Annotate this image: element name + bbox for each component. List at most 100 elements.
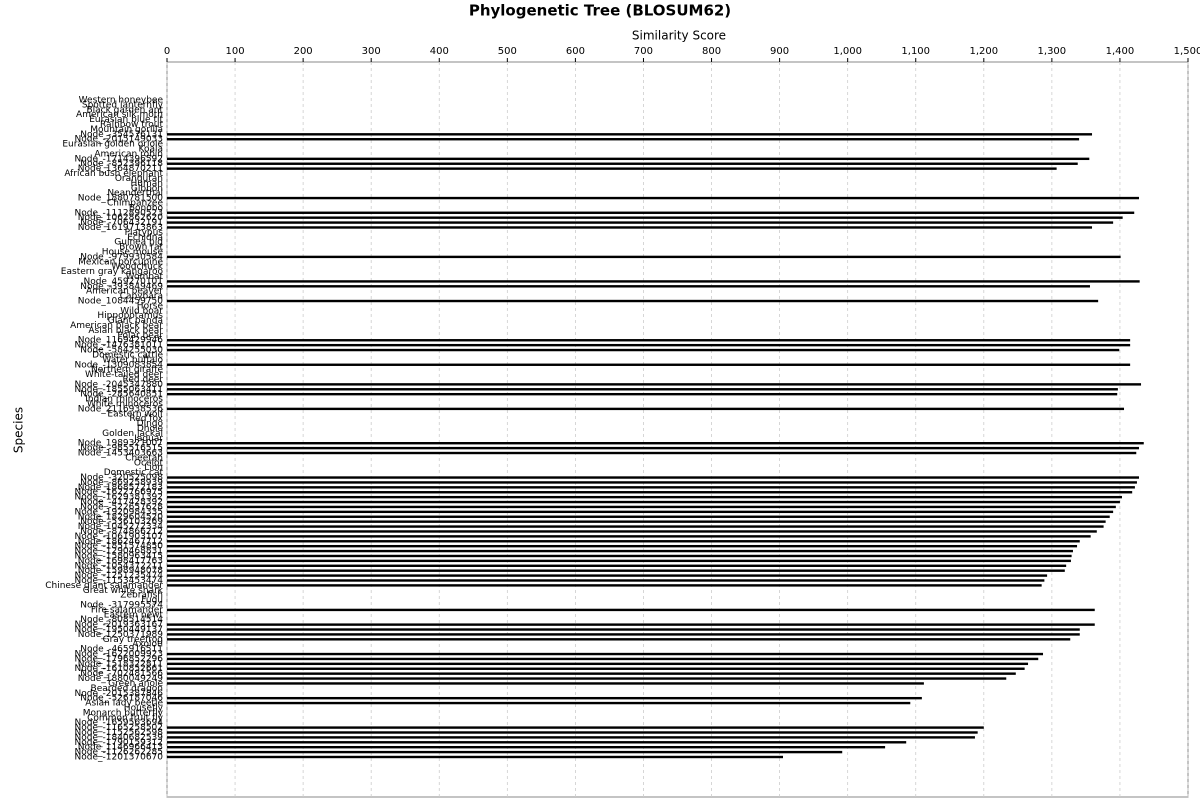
y-tick-label: Node_-2015149033 [75,135,164,145]
bar [167,701,911,705]
y-tick-label: Node_-706432191 [80,218,163,228]
y-tick-label: Node_1619713863 [78,223,163,233]
bar [167,520,1106,523]
bar [167,677,1007,680]
y-tick-label: Node_-1309083854 [75,360,164,370]
y-tick-label: Node_1698417763 [78,556,163,566]
y-tick-label: Node_-317995574 [80,601,163,611]
y-tick-label: Node_-1126262285 [75,748,164,758]
y-tick-label: Great white shark [83,586,164,596]
y-tick-label: African bush elephant [64,169,163,179]
bar [167,579,1045,582]
y-tick-label: Node_1598948078 [78,566,164,576]
y-tick-label: Horse [137,301,164,311]
y-tick-label: Node_1062862620 [78,213,164,223]
y-tick-label: Lion [144,463,163,473]
y-tick-label: Node_-1659563694 [75,718,164,728]
bar [167,167,1057,170]
bar [167,608,1095,612]
x-tick-label: 0 [164,46,170,57]
y-tick-label: Brown rat [119,243,163,253]
y-tick-label: Giant panda [108,316,163,326]
bar [167,343,1131,347]
bar [167,216,1123,219]
y-tick-label: Domestic cattle [92,350,163,360]
y-tick-label: Node_1146966413 [78,743,163,753]
bar [167,535,1091,538]
y-tick-label: Node_-869258939 [80,478,163,488]
bar [167,741,907,744]
y-tick-label: Indian rhinoceros [85,395,163,405]
y-tick-label: Node_1084459750 [78,297,164,307]
y-tick-label: Node_1169429946 [78,336,164,346]
bar [167,657,1039,661]
bar [167,554,1072,558]
x-tick-label: 1,200 [969,46,998,57]
y-tick-label: Node_-285640851 [80,390,163,400]
y-tick-label: Bearded dragon [91,684,163,694]
bar [167,388,1118,391]
bar [167,667,1025,670]
bar [167,633,1080,636]
y-tick-label: Node_-1840682539 [75,733,164,743]
y-tick-label: Asian lady beetle [85,699,163,709]
bar [167,736,975,739]
y-tick-label: Red fox [129,414,163,424]
y-tick-label: Fugu [141,596,163,606]
y-tick-label: Human [131,179,163,189]
bar [167,750,843,754]
bar [167,569,1065,572]
y-tick-label: Node_-1629381392 [75,493,164,503]
y-tick-label: Node_1045272334 [78,522,164,532]
y-tick-label: Domestic cat [104,468,164,478]
y-tick-label: Node_-1790159312 [75,738,164,748]
y-tick-label: Node_-522657628 [80,502,163,512]
bar [167,549,1073,553]
y-tick-label: Node_-852396118 [80,159,163,169]
y-tick-label: Echidna [127,233,163,243]
y-tick-label: American silk moth [76,110,163,120]
y-tick-label: Node_-702481566 [80,669,163,679]
y-tick-label: Housefly [124,703,164,713]
y-tick-label: White rhinoceros [87,399,163,409]
y-tick-label: Node_-1950449137 [75,625,164,635]
y-tick-label: Dhole [137,424,164,434]
y-tick-label: Wild boar [120,306,163,316]
bar [167,559,1071,563]
y-tick-label: Monarch butterfly [83,708,164,718]
y-tick-label: Ocelot [134,458,164,468]
y-tick-label: Node_-1796852296 [75,654,164,664]
y-tick-label: Node_459270101 [83,277,163,287]
bar [167,407,1125,411]
chart-title: Phylogenetic Tree (BLOSUM62) [469,2,731,20]
y-tick-label: Node_-2015387846 [75,689,164,699]
bar [167,157,1090,161]
x-tick-label: 300 [362,46,381,57]
y-tick-label: Node_2116938536 [78,404,164,414]
y-tick-label: Node_-1851574850 [75,542,164,552]
bar [167,339,1131,342]
bar [167,652,1044,656]
y-tick-label: Orangutan [115,174,163,184]
y-tick-label: Node_-465916511 [80,645,163,655]
bar [167,280,1140,283]
y-tick-label: Node_-1622009923 [75,650,164,660]
bar [167,638,1071,641]
bar [167,476,1139,479]
y-tick-label: Node_-1061903107 [75,532,164,542]
y-tick-label: Node_-320525098 [80,473,163,483]
bar [167,446,1139,450]
x-tick-label: 1,500 [1174,46,1200,57]
y-tick-label: Bonobo [129,203,164,213]
y-tick-label: Node_-1152562598 [75,728,164,738]
y-axis-label: Species [12,407,26,453]
y-tick-label: Water buffalo [102,355,163,365]
bar [167,731,978,734]
bar [167,525,1104,528]
y-tick-label: Node_-1153453474 [75,576,164,586]
bar [167,540,1080,543]
bar [167,226,1093,229]
y-tick-label: Jaguar [133,434,163,444]
y-tick-label: Node_-1112890523 [75,208,164,218]
